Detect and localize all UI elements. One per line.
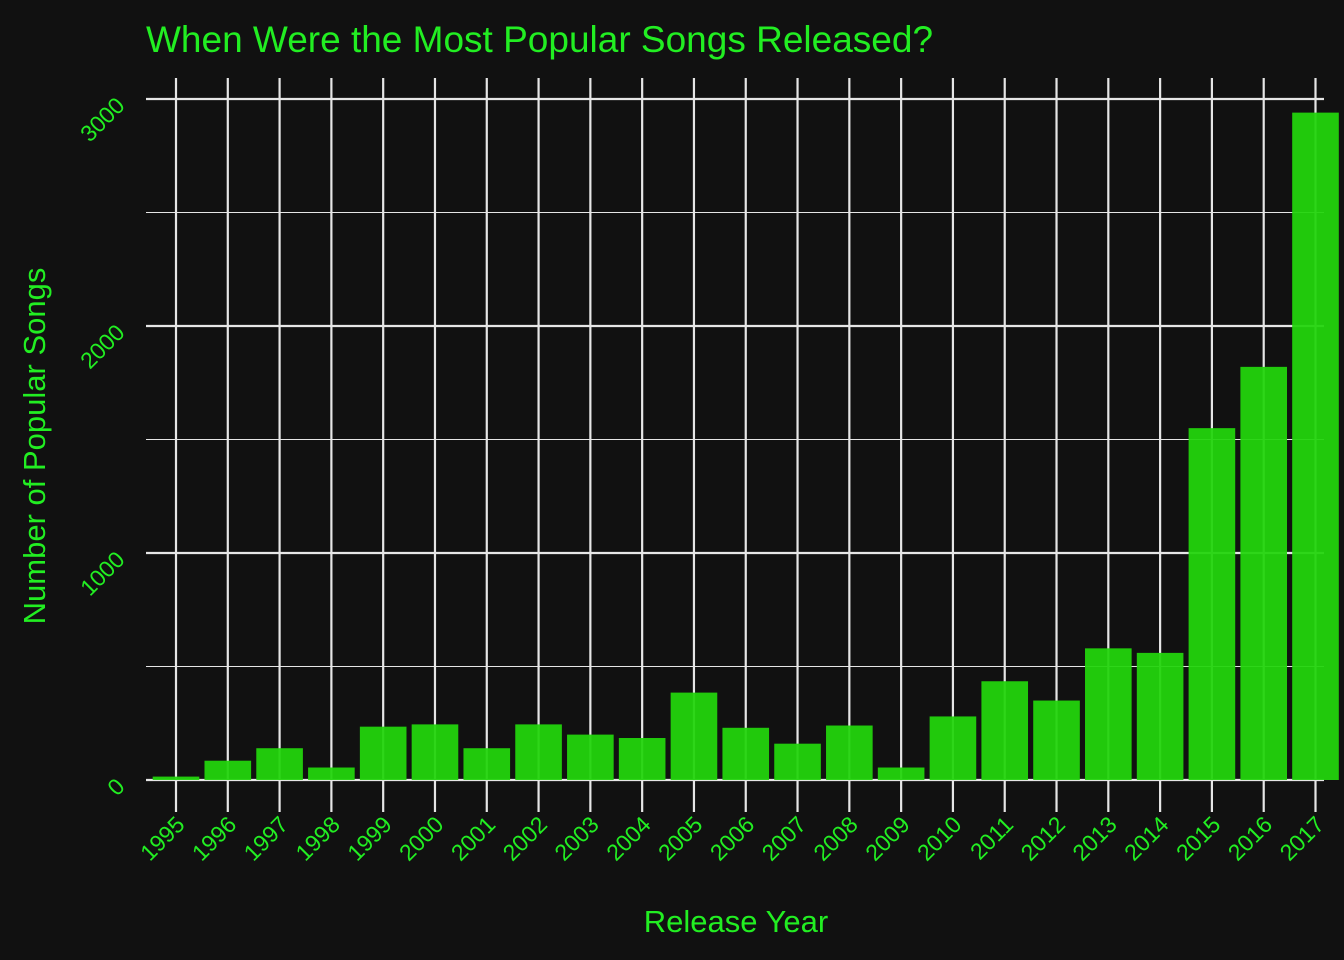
x-axis-title: Release Year	[644, 904, 828, 939]
chart-title: When Were the Most Popular Songs Release…	[146, 19, 933, 60]
bar-1996	[204, 760, 252, 780]
bar-2008	[826, 725, 873, 780]
bar-2015	[1188, 428, 1236, 780]
bar-2005	[670, 692, 718, 780]
bar-2013	[1085, 648, 1132, 780]
bar-2012	[1033, 700, 1080, 780]
bar-2011	[981, 681, 1029, 780]
bar-1999	[359, 726, 407, 780]
bar-2004	[618, 738, 666, 780]
bar-1998	[308, 767, 355, 780]
bar-2010	[929, 716, 977, 780]
bar-2017	[1292, 112, 1339, 781]
bar-2016	[1240, 366, 1288, 780]
bar-2009	[877, 767, 925, 780]
bar-2000	[411, 724, 459, 780]
bars	[152, 112, 1339, 781]
y-axis-title: Number of Popular Songs	[17, 268, 52, 625]
bar-2014	[1136, 652, 1184, 780]
bar-2002	[515, 724, 562, 780]
bar-2006	[722, 727, 770, 780]
bar-2003	[567, 734, 614, 780]
bar-1995	[152, 776, 200, 780]
bar-1997	[256, 748, 303, 780]
bar-2001	[463, 748, 511, 780]
bar-2007	[774, 743, 821, 780]
